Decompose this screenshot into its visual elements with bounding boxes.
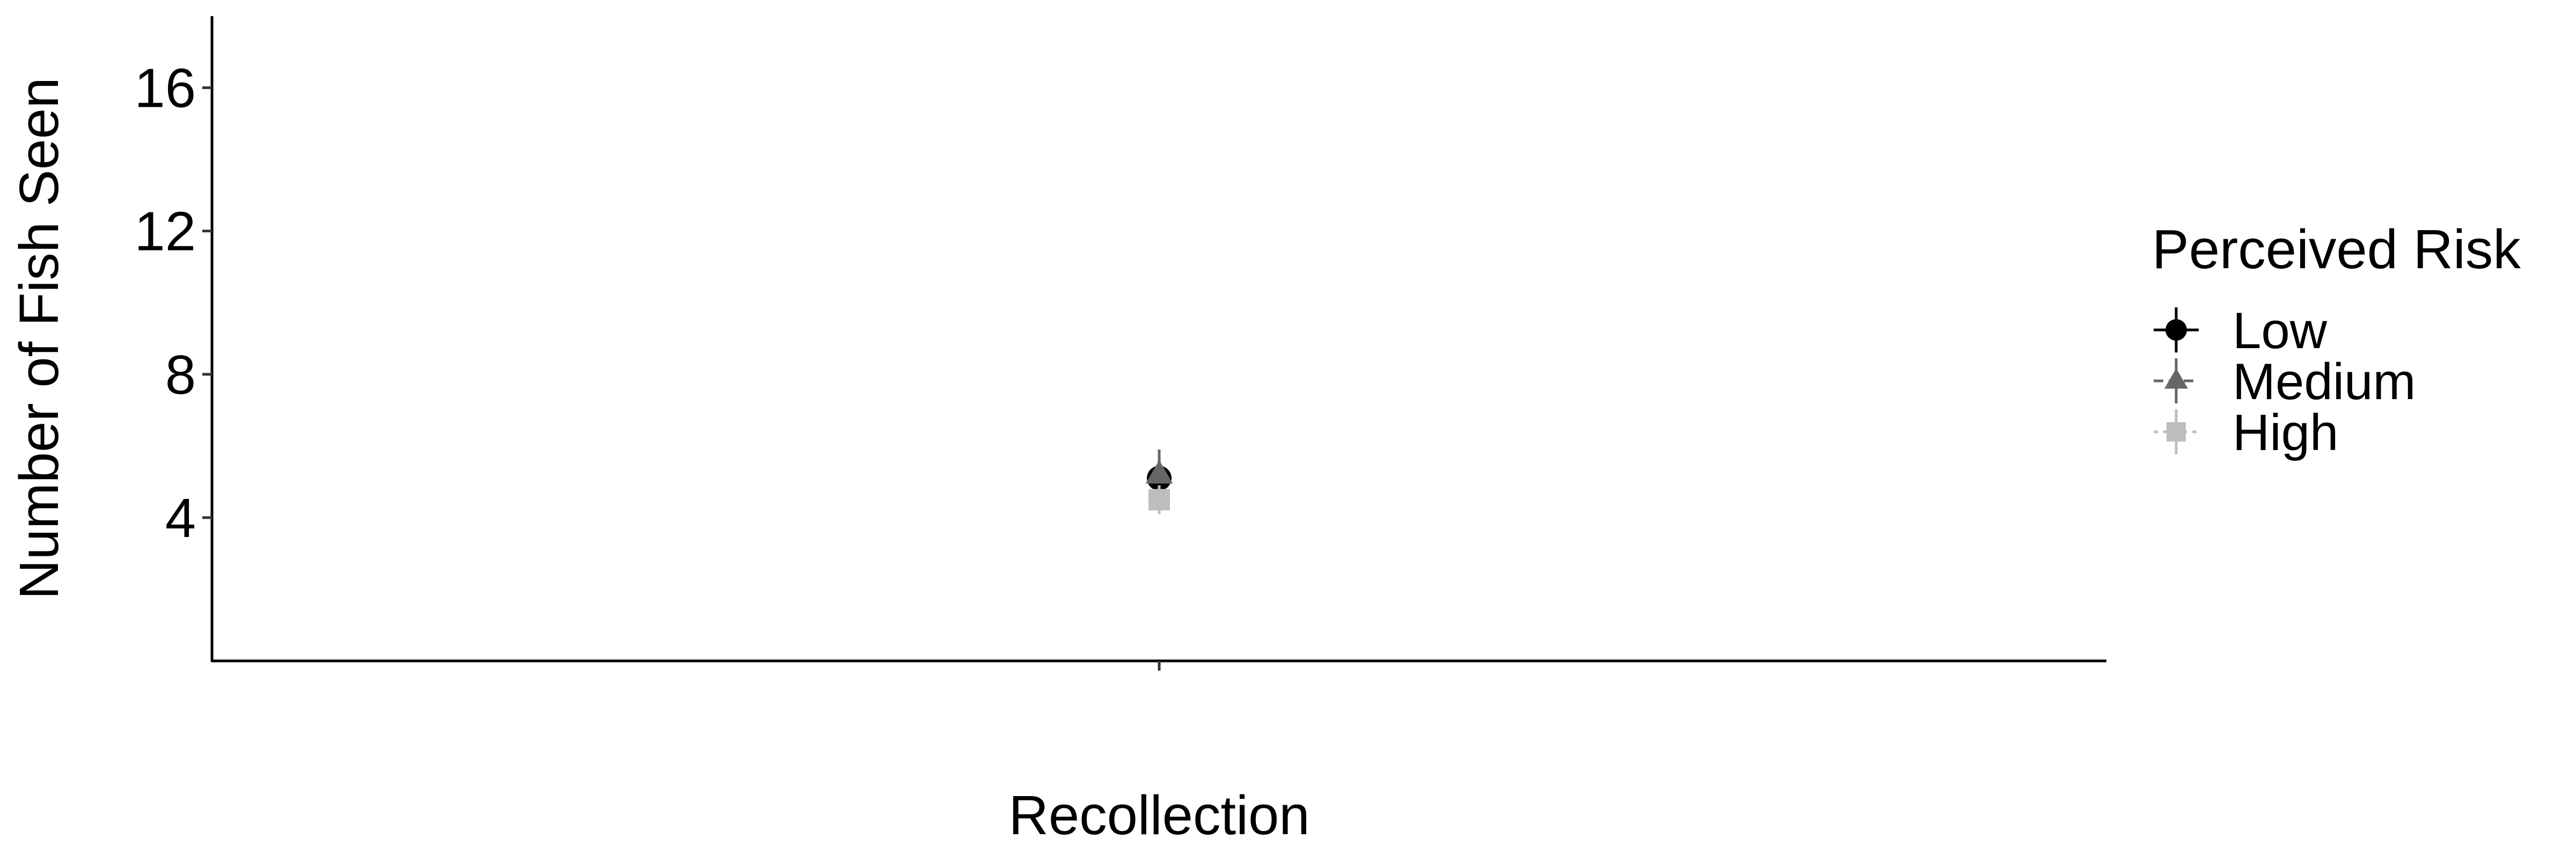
y-tick-label: 4 (165, 487, 196, 549)
data-point-medium (1145, 460, 1173, 484)
data-point-high (1148, 489, 1170, 511)
legend-label-medium: Medium (2233, 353, 2416, 410)
legend-label-low: Low (2233, 302, 2328, 359)
y-tick-label: 16 (134, 57, 196, 119)
legend-label-high: High (2233, 404, 2338, 461)
legend-title: Perceived Risk (2152, 218, 2521, 280)
legend-marker-high (2167, 422, 2186, 441)
legend-marker-medium (2164, 368, 2188, 389)
y-ticks: 4 8 12 16 (134, 57, 212, 549)
y-tick-label: 8 (165, 344, 196, 406)
y-axis-title: Number of Fish Seen (8, 77, 70, 599)
data-points (1145, 450, 1173, 514)
x-axis-title: Recollection (1008, 784, 1309, 846)
y-tick-label: 12 (134, 201, 196, 262)
legend-marker-low (2165, 319, 2187, 341)
